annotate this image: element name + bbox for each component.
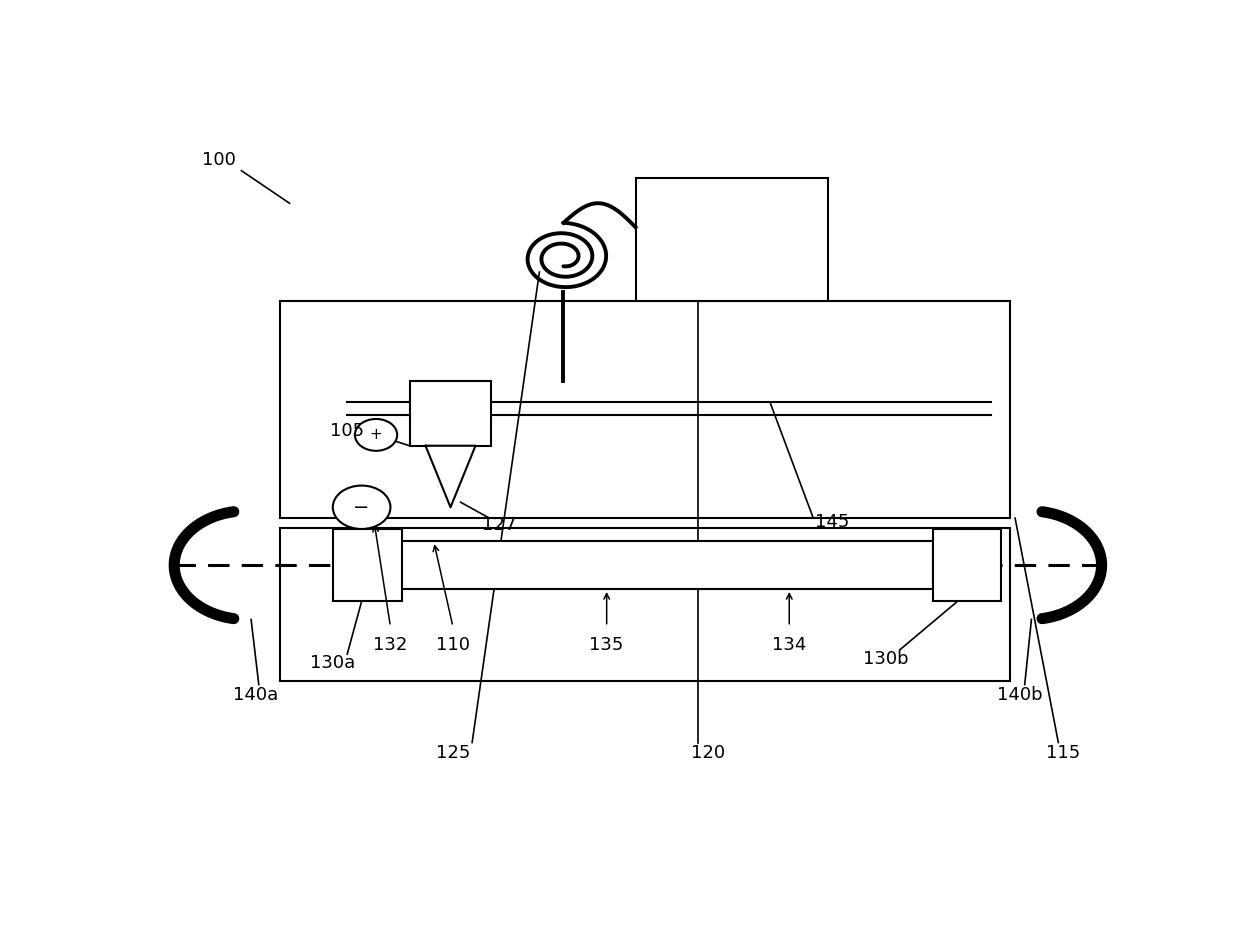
Text: 134: 134 [773, 635, 806, 654]
Text: 145: 145 [816, 512, 849, 531]
Text: 100: 100 [202, 150, 237, 169]
Text: 132: 132 [373, 635, 408, 654]
Bar [409, 381, 491, 446]
Text: 135: 135 [589, 635, 624, 654]
Bar [635, 178, 828, 301]
Text: 125: 125 [435, 744, 470, 762]
Text: 115: 115 [1047, 744, 1080, 762]
Circle shape [355, 419, 397, 451]
Text: 130b: 130b [863, 650, 908, 668]
Bar [332, 529, 402, 602]
Text: 110: 110 [436, 635, 470, 654]
Text: −: − [353, 498, 370, 517]
Text: 140b: 140b [997, 686, 1043, 704]
Text: 120: 120 [691, 744, 724, 762]
Text: 127: 127 [482, 516, 516, 534]
Text: 140a: 140a [233, 686, 279, 704]
Text: 130a: 130a [310, 654, 356, 672]
Bar [401, 541, 934, 589]
Polygon shape [425, 446, 475, 508]
Circle shape [332, 486, 391, 529]
Bar [280, 301, 1011, 518]
Text: 105: 105 [330, 422, 365, 440]
Bar [934, 529, 1001, 602]
Bar [280, 527, 1011, 681]
Text: +: + [370, 428, 382, 443]
